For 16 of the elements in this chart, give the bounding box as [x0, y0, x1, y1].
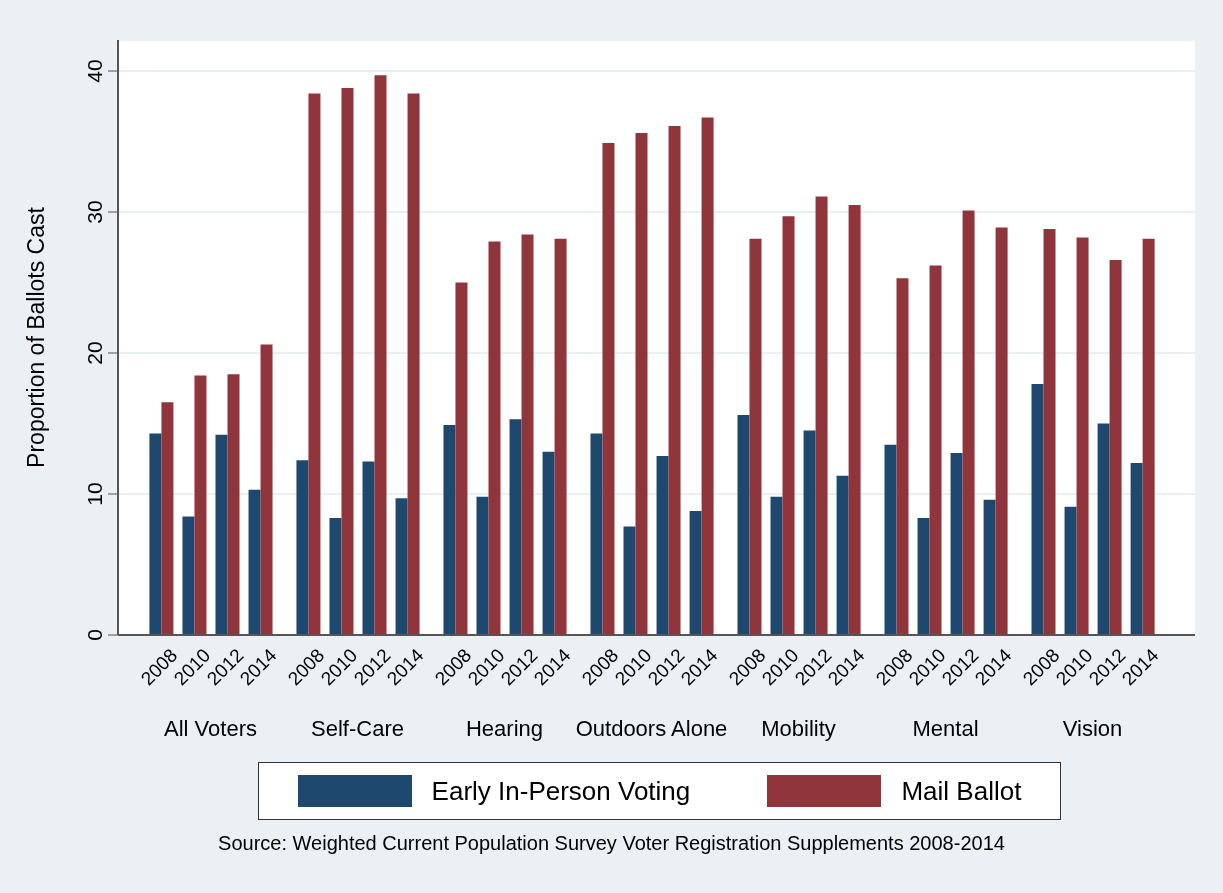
y-tick-label: 10 [83, 482, 106, 506]
text: Vision [1061, 716, 1124, 742]
y-axis-title: Proportion of Ballots Cast [23, 206, 50, 468]
text: Self-Care [310, 716, 405, 742]
text: Outdoors Alone [574, 716, 729, 742]
source-note: Source: Weighted Current Population Survey Voter Registration Supplements 2008-2014 [217, 832, 1006, 855]
text: All Voters [163, 716, 258, 742]
legend-label: Mail Ballot [901, 775, 1022, 807]
text: Mobility [761, 716, 836, 741]
y-tick-label: 30 [83, 200, 106, 224]
text: Mental [911, 716, 980, 742]
text: Hearing [465, 716, 544, 741]
y-tick-label: 20 [83, 341, 106, 365]
y-tick-label: 0 [83, 629, 106, 641]
legend-label: Early In-Person Voting [431, 775, 691, 807]
y-tick-label: 40 [83, 59, 106, 83]
